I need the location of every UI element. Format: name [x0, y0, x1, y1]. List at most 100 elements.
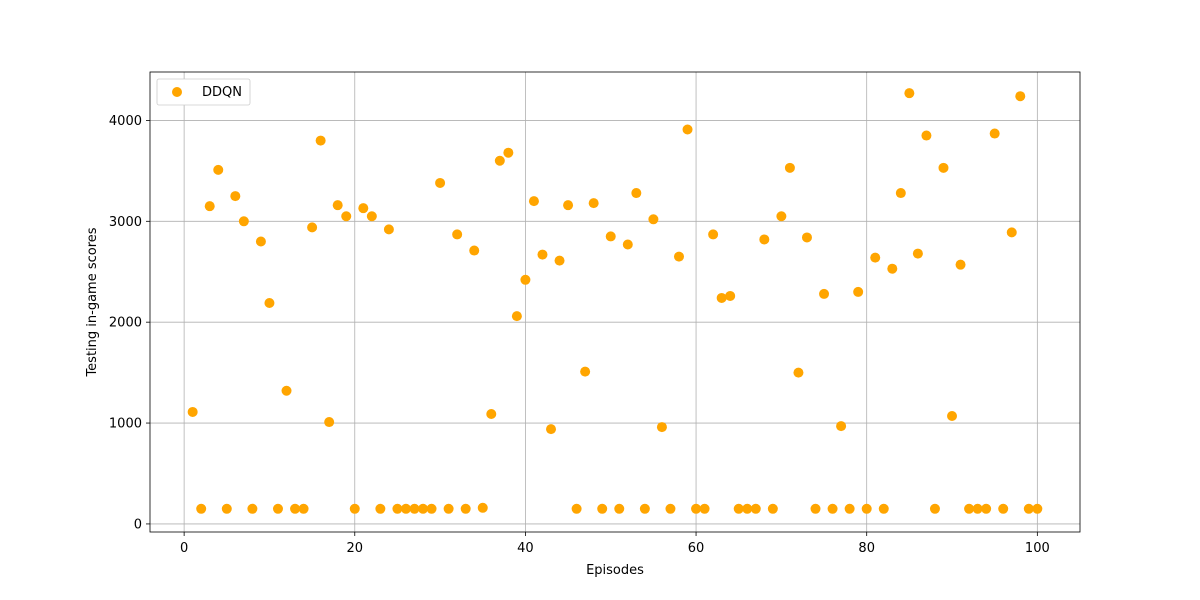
- data-point: [588, 198, 599, 209]
- y-axis-label: Testing in-game scores: [85, 227, 100, 377]
- data-point: [912, 248, 923, 259]
- data-point: [272, 503, 283, 514]
- data-point: [264, 298, 275, 309]
- data-point: [870, 252, 881, 263]
- data-point: [1006, 227, 1017, 238]
- legend-marker-ddqn: [172, 87, 182, 97]
- x-tick-label: 80: [858, 541, 875, 556]
- data-point: [290, 503, 301, 514]
- data-point: [204, 201, 215, 212]
- data-point: [682, 124, 693, 135]
- data-point: [639, 503, 650, 514]
- data-point: [187, 406, 198, 417]
- data-point: [793, 367, 804, 378]
- data-point: [409, 503, 420, 514]
- data-point: [554, 255, 565, 266]
- data-point: [929, 503, 940, 514]
- data-point: [955, 259, 966, 270]
- data-point: [904, 88, 915, 99]
- legend-frame: [156, 78, 251, 106]
- data-point: [1015, 91, 1026, 102]
- data-point: [537, 249, 548, 260]
- data-point: [776, 211, 787, 222]
- x-tick-label: 40: [517, 541, 534, 556]
- data-point: [281, 385, 292, 396]
- legend: DDQN: [156, 78, 251, 106]
- data-point: [503, 147, 514, 158]
- y-tick-label: 4000: [109, 114, 142, 129]
- data-point: [861, 503, 872, 514]
- data-points: [187, 88, 1043, 514]
- data-point: [673, 251, 684, 262]
- data-point: [853, 286, 864, 297]
- data-point: [349, 503, 360, 514]
- x-tick-label: 0: [180, 541, 188, 556]
- data-point: [1032, 503, 1043, 514]
- data-point: [477, 502, 488, 513]
- data-point: [546, 424, 557, 435]
- data-point: [614, 503, 625, 514]
- x-axis-label: Episodes: [586, 563, 644, 578]
- data-point: [887, 263, 898, 274]
- data-point: [716, 292, 727, 303]
- data-point: [691, 503, 702, 514]
- data-point: [947, 410, 958, 421]
- data-point: [878, 503, 889, 514]
- data-point: [571, 503, 582, 514]
- data-point: [238, 216, 249, 227]
- data-point: [972, 503, 983, 514]
- data-point: [400, 503, 411, 514]
- data-point: [511, 311, 522, 322]
- data-point: [742, 503, 753, 514]
- data-point: [989, 128, 1000, 139]
- data-point: [196, 503, 207, 514]
- x-tick-label: 20: [346, 541, 363, 556]
- data-point: [375, 503, 386, 514]
- data-point: [452, 229, 463, 240]
- y-tick-label: 1000: [109, 417, 142, 432]
- data-point: [221, 503, 232, 514]
- data-point: [921, 130, 932, 141]
- data-point: [580, 366, 591, 377]
- data-point: [981, 503, 992, 514]
- data-point: [494, 155, 505, 166]
- data-point: [750, 503, 761, 514]
- data-point: [656, 422, 667, 433]
- data-point: [597, 503, 608, 514]
- data-point: [819, 288, 830, 299]
- data-point: [469, 245, 480, 256]
- data-point: [759, 234, 770, 245]
- data-point: [622, 239, 633, 250]
- y-tick-label: 2000: [109, 316, 142, 331]
- y-tick-label: 0: [134, 517, 142, 532]
- plot-frame: [149, 71, 1081, 533]
- data-point: [392, 503, 403, 514]
- data-point: [836, 421, 847, 432]
- data-point: [332, 200, 343, 211]
- data-point: [964, 503, 975, 514]
- data-point: [247, 503, 258, 514]
- grid: [150, 72, 1080, 532]
- data-point: [528, 196, 539, 207]
- data-point: [383, 224, 394, 235]
- data-point: [844, 503, 855, 514]
- data-point: [784, 162, 795, 173]
- data-point: [426, 503, 437, 514]
- data-point: [486, 408, 497, 419]
- data-point: [298, 503, 309, 514]
- data-point: [938, 162, 949, 173]
- data-point: [801, 232, 812, 243]
- data-point: [733, 503, 744, 514]
- data-point: [213, 164, 224, 175]
- data-point: [358, 203, 369, 214]
- data-point: [307, 222, 318, 233]
- data-point: [324, 417, 335, 428]
- data-point: [648, 214, 659, 225]
- data-point: [605, 231, 616, 242]
- data-point: [341, 211, 352, 222]
- x-tick-label: 100: [1025, 541, 1050, 556]
- data-point: [1023, 503, 1034, 514]
- data-point: [810, 503, 821, 514]
